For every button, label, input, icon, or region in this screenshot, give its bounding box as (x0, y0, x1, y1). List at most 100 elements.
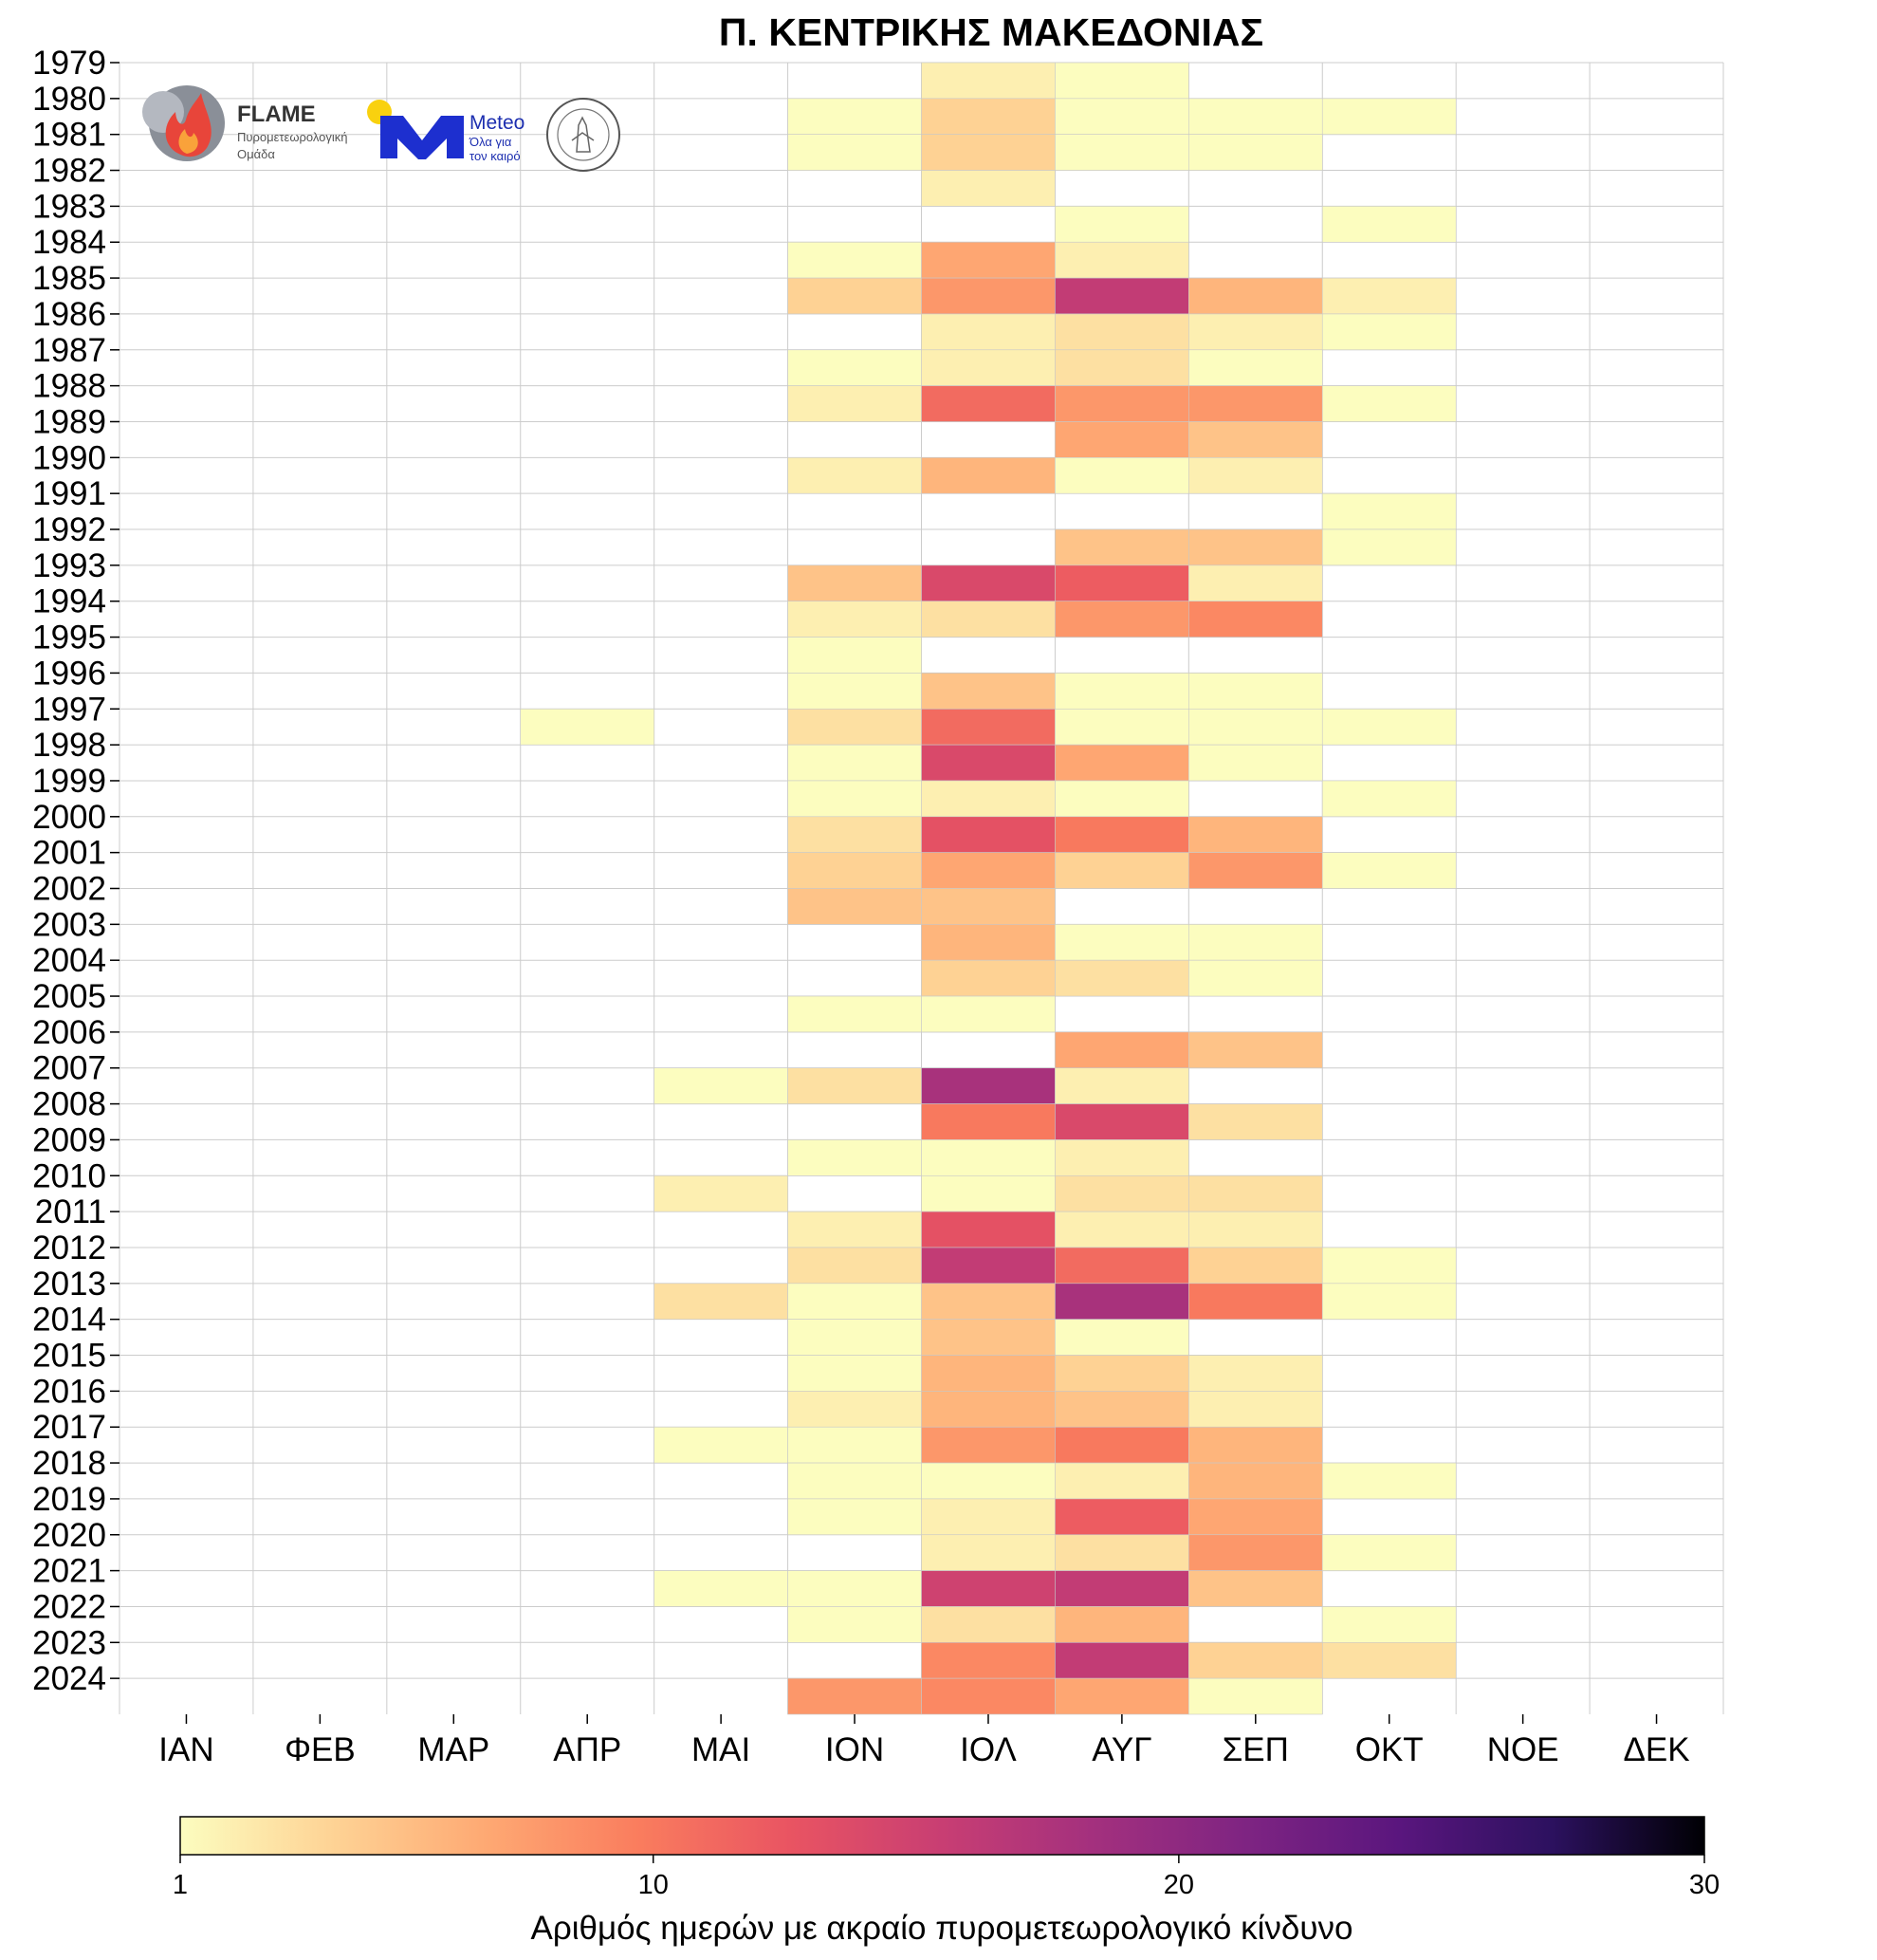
heatmap-cell (1055, 816, 1189, 853)
heatmap-cell (921, 601, 1056, 638)
heatmap-cell (921, 744, 1056, 782)
colorbar-tick-label: 20 (1164, 1870, 1194, 1900)
heatmap-cell (921, 1355, 1056, 1392)
heatmap-cell (787, 385, 922, 422)
colorbar (179, 1816, 1705, 1856)
y-tick-label: 1994 (32, 583, 106, 620)
heatmap-cell (787, 780, 922, 818)
heatmap-cell (787, 1391, 922, 1428)
meteo-logo-sub2: τον καιρό (469, 149, 521, 163)
heatmap-cell (787, 457, 922, 494)
heatmap-cell (1188, 673, 1323, 710)
heatmap-cell (921, 1211, 1056, 1248)
heatmap-cell (1055, 1606, 1189, 1643)
heatmap-cell (1188, 1174, 1323, 1212)
heatmap-cell (1055, 1391, 1189, 1428)
heatmap-cell (1321, 98, 1457, 135)
colorbar-tick-label: 1 (173, 1870, 188, 1900)
y-tick-label: 2010 (32, 1157, 106, 1194)
heatmap-cell (921, 1426, 1056, 1464)
y-tick-label: 1995 (32, 619, 106, 656)
heatmap-cell (1055, 924, 1189, 961)
heatmap-cells (520, 62, 1457, 1715)
heatmap-cell (1321, 492, 1457, 530)
heatmap-cell (787, 1139, 922, 1176)
heatmap-cell (1055, 564, 1189, 602)
heatmap-cell (921, 995, 1056, 1033)
x-tick-label: ΟΚΤ (1355, 1731, 1424, 1768)
heatmap-cell (1321, 1283, 1457, 1320)
heatmap-cell (921, 1283, 1056, 1320)
heatmap-cell (921, 134, 1056, 171)
y-tick-label: 2020 (32, 1517, 106, 1554)
colorbar-label: Αριθμός ημερών με ακραίο πυρομετεωρολογι… (531, 1910, 1353, 1947)
y-tick-label: 2016 (32, 1373, 106, 1410)
heatmap-cell (1188, 816, 1323, 853)
heatmap-cell (1188, 1355, 1323, 1392)
y-tick-label: 2019 (32, 1481, 106, 1518)
heatmap-cell (1321, 1462, 1457, 1500)
y-tick-label: 2005 (32, 978, 106, 1015)
y-tick-label: 2015 (32, 1338, 106, 1375)
heatmap-cell (1055, 98, 1189, 135)
y-tick-label: 2014 (32, 1302, 106, 1339)
heatmap-cell (1055, 206, 1189, 243)
heatmap-cell (1055, 1355, 1189, 1392)
heatmap-cell (653, 1067, 788, 1104)
heatmap-cell (1055, 1031, 1189, 1069)
y-tick-label: 2007 (32, 1050, 106, 1087)
heatmap-cell (1055, 1211, 1189, 1248)
x-tick-label: ΙΟΝ (825, 1731, 884, 1768)
y-tick-label: 1990 (32, 439, 106, 476)
heatmap-cell (1188, 924, 1323, 961)
heatmap-cell (787, 241, 922, 279)
heatmap-cell (1055, 1462, 1189, 1500)
flame-logo: FLAME Πυρομετεωρολογική Ομάδα (142, 85, 348, 161)
heatmap-cell (1188, 1498, 1323, 1536)
heatmap-cell (1055, 1677, 1189, 1715)
heatmap-cell (1055, 421, 1189, 458)
y-tick-label: 2021 (32, 1553, 106, 1590)
x-tick-label: ΜΑΡ (417, 1731, 489, 1768)
heatmap-cell (921, 564, 1056, 602)
university-seal-logo (546, 98, 620, 172)
heatmap-cell (787, 1426, 922, 1464)
meteo-m-icon (380, 116, 464, 159)
heatmap-cell (787, 888, 922, 925)
y-tick-label: 1986 (32, 296, 106, 333)
heatmap-cell (1321, 780, 1457, 818)
heatmap-cell (1188, 1211, 1323, 1248)
heatmap-cell (1321, 708, 1457, 746)
heatmap-cell (921, 1498, 1056, 1536)
x-tick-label: ΦΕΒ (285, 1731, 356, 1768)
heatmap-cell (921, 1103, 1056, 1140)
meteo-logo-name: Meteo (469, 112, 524, 134)
meteo-logo-sub1: Όλα για (469, 135, 512, 149)
y-tick-label: 1979 (32, 45, 106, 82)
heatmap-cell (653, 1570, 788, 1607)
heatmap-cell (921, 959, 1056, 997)
y-tick-label: 1997 (32, 691, 106, 728)
x-tick-label: ΙΑΝ (158, 1731, 213, 1768)
y-tick-label: 2012 (32, 1230, 106, 1267)
heatmap-cell (1188, 564, 1323, 602)
heatmap-cell (787, 708, 922, 746)
heatmap-cell (921, 62, 1056, 100)
y-tick-label: 2001 (32, 835, 106, 872)
heatmap-cell (787, 1677, 922, 1715)
heatmap-cell (1188, 1534, 1323, 1571)
heatmap-cell (1055, 1283, 1189, 1320)
heatmap-cell (1188, 98, 1323, 135)
heatmap-cell (921, 1391, 1056, 1428)
heatmap-cell (921, 888, 1056, 925)
heatmap-cell (921, 708, 1056, 746)
heatmap-cell (787, 564, 922, 602)
heatmap-cell (1055, 313, 1189, 351)
heatmap-cell (921, 98, 1056, 135)
heatmap-cell (921, 1139, 1056, 1176)
heatmap-cell (520, 708, 654, 746)
x-tick-label: ΙΟΛ (960, 1731, 1017, 1768)
heatmap-cell (787, 1462, 922, 1500)
heatmap-cell (1188, 277, 1323, 315)
heatmap-cell (1321, 1642, 1457, 1679)
